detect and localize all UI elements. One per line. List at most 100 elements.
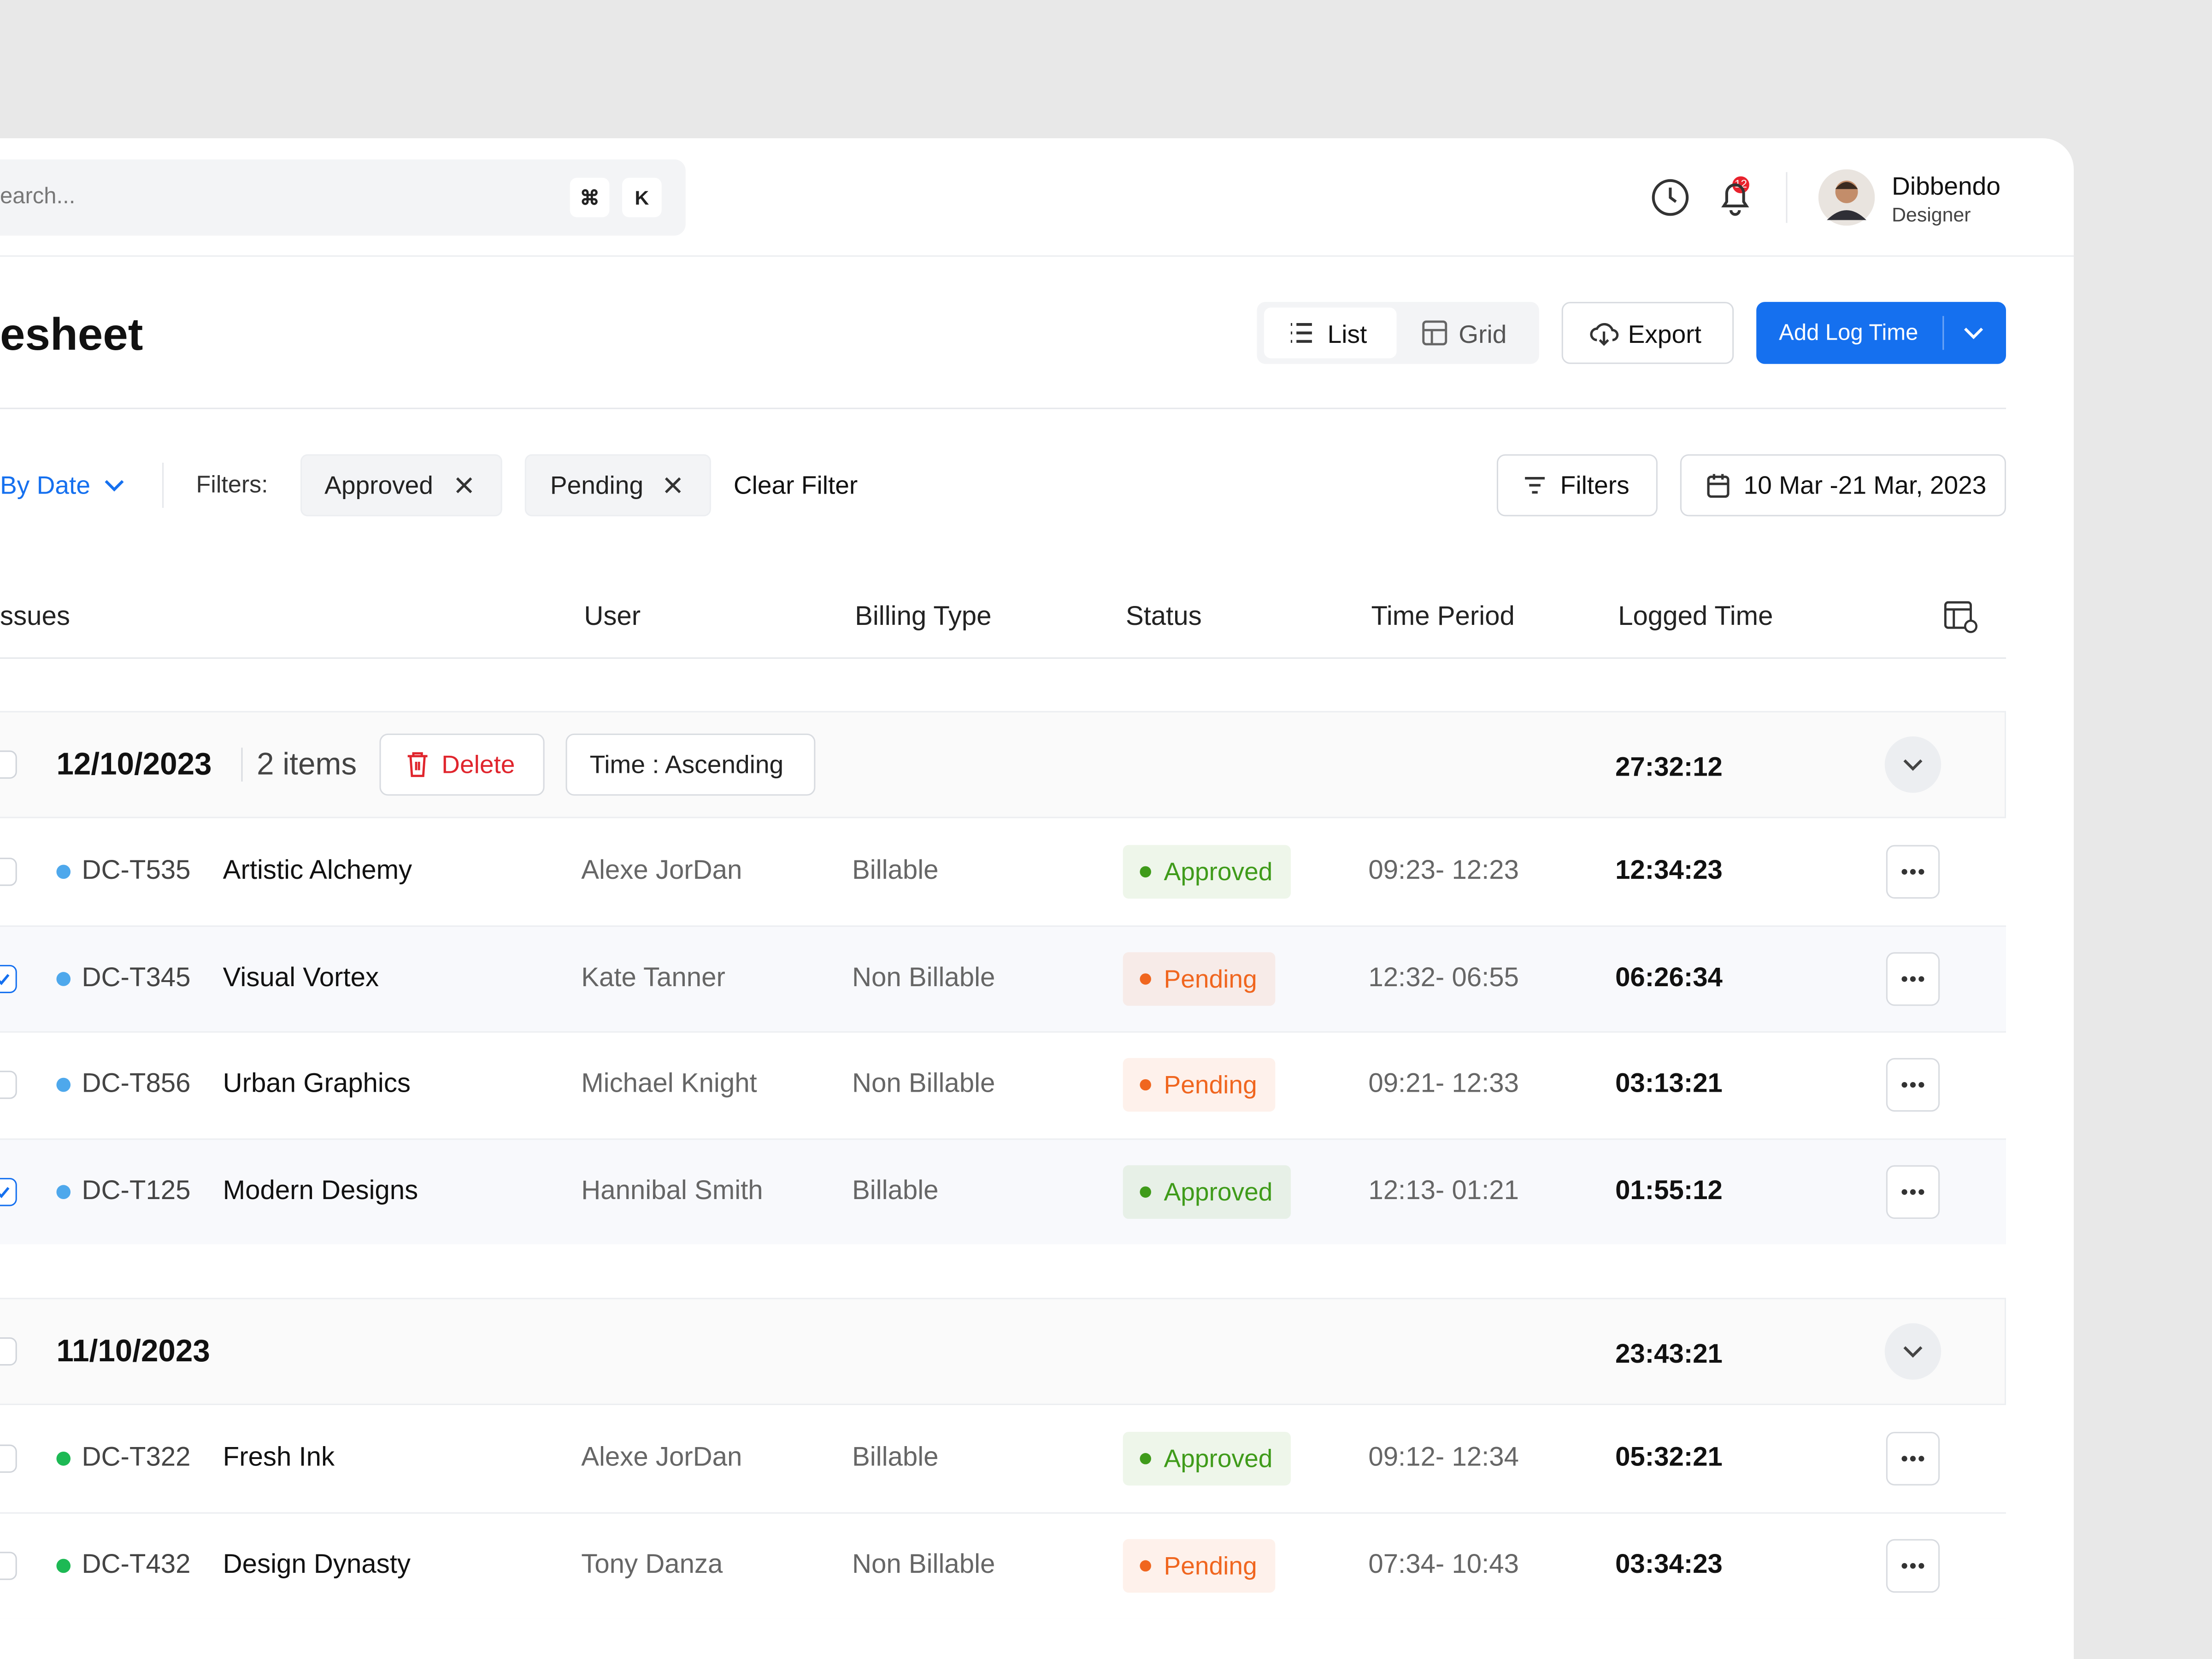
button[interactable] bbox=[1496, 454, 1658, 517]
grid-icon bbox=[1422, 320, 1447, 346]
issue-id: DC-T432 bbox=[82, 1549, 191, 1580]
time-period: 12:32- 06:55 bbox=[1368, 963, 1519, 993]
more-button[interactable] bbox=[1886, 1165, 1940, 1218]
filter-chip[interactable] bbox=[524, 454, 711, 517]
column-header: Logged Time bbox=[1618, 602, 1773, 632]
button[interactable] bbox=[1680, 454, 2006, 517]
issue-id: DC-T125 bbox=[82, 1176, 191, 1206]
shortcut-key: ⌘ bbox=[580, 186, 600, 209]
divider bbox=[241, 747, 243, 782]
user: Hannibal Smith bbox=[581, 1176, 763, 1206]
delete-label: Delete bbox=[441, 750, 515, 779]
group-header bbox=[0, 711, 2006, 818]
checkbox[interactable] bbox=[0, 1177, 17, 1206]
search-placeholder: earch... bbox=[0, 185, 76, 209]
columns-icon[interactable] bbox=[1944, 600, 1981, 636]
dot bbox=[56, 971, 71, 986]
issue-id: DC-T345 bbox=[82, 963, 191, 993]
view-active[interactable] bbox=[1264, 307, 1397, 359]
page-title: esheet bbox=[0, 309, 143, 360]
dots bbox=[1901, 869, 1924, 875]
dot bbox=[56, 1184, 71, 1199]
checkbox[interactable] bbox=[0, 964, 17, 993]
header-border bbox=[0, 255, 2074, 257]
row bbox=[0, 1137, 2006, 1244]
time-period: 09:23- 12:23 bbox=[1368, 856, 1519, 886]
status-dot bbox=[1140, 866, 1151, 878]
column-header: User bbox=[584, 602, 641, 632]
checkbox[interactable] bbox=[0, 858, 17, 886]
row bbox=[0, 1512, 2006, 1618]
check bbox=[0, 1186, 10, 1198]
export-label: Export bbox=[1628, 320, 1701, 349]
add-label: Add Log Time bbox=[1779, 321, 1918, 346]
dots bbox=[1901, 1456, 1924, 1462]
column-header: ssues bbox=[0, 602, 70, 632]
group-header bbox=[0, 1298, 2006, 1405]
checkbox[interactable] bbox=[0, 1551, 17, 1580]
list-icon bbox=[1290, 323, 1312, 343]
collapse-button[interactable] bbox=[1884, 1323, 1941, 1380]
collapse-button[interactable] bbox=[1884, 736, 1941, 793]
divider bbox=[162, 463, 164, 508]
filter-icon bbox=[1525, 477, 1545, 494]
issue-id: DC-T535 bbox=[82, 856, 191, 886]
time-period: 12:13- 01:21 bbox=[1368, 1176, 1519, 1206]
column-header: Status bbox=[1125, 602, 1202, 632]
logged-time: 03:13:21 bbox=[1615, 1069, 1723, 1099]
issue-name: Modern Designs bbox=[223, 1176, 418, 1206]
add-button[interactable] bbox=[1756, 302, 2006, 364]
status: Pending bbox=[1164, 1071, 1257, 1099]
logged-time: 12:34:23 bbox=[1615, 856, 1723, 886]
status-dot bbox=[1140, 972, 1151, 984]
checkbox[interactable] bbox=[0, 1337, 17, 1366]
chip-label: Pending bbox=[550, 471, 644, 500]
status-dot bbox=[1140, 1185, 1151, 1197]
close-icon bbox=[456, 477, 472, 494]
trash-icon bbox=[407, 752, 428, 777]
chevron-icon bbox=[1903, 759, 1923, 771]
user: Kate Tanner bbox=[581, 963, 725, 993]
user-name: Dibbendo bbox=[1892, 172, 2000, 200]
user: Michael Knight bbox=[581, 1069, 757, 1099]
checkbox[interactable] bbox=[0, 1444, 17, 1473]
group-date: 12/10/2023 bbox=[56, 746, 212, 782]
time-period: 09:21- 12:33 bbox=[1368, 1069, 1519, 1099]
column-header: Time Period bbox=[1371, 602, 1515, 632]
user: Alexe JorDan bbox=[581, 856, 742, 886]
user-role: Designer bbox=[1892, 203, 1971, 226]
checkbox[interactable] bbox=[0, 750, 17, 779]
divider bbox=[1786, 172, 1788, 223]
avatar bbox=[1818, 169, 1875, 226]
add-separator bbox=[1942, 316, 1944, 350]
checkbox[interactable] bbox=[0, 1071, 17, 1099]
logged-time: 03:34:23 bbox=[1615, 1549, 1723, 1580]
chip-label: Approved bbox=[324, 471, 433, 500]
time-period: 07:34- 10:43 bbox=[1368, 1549, 1519, 1580]
dot bbox=[56, 1558, 71, 1572]
status-badge: Approved bbox=[1123, 1432, 1291, 1486]
issue-name: Fresh Ink bbox=[223, 1443, 335, 1473]
clear-filter: Clear Filter bbox=[733, 471, 858, 500]
billing-type: Non Billable bbox=[852, 1069, 995, 1099]
status-dot bbox=[1140, 1559, 1151, 1571]
issue-id: DC-T856 bbox=[82, 1069, 191, 1099]
row bbox=[0, 924, 2006, 1031]
sort-label: By Date bbox=[0, 471, 91, 500]
billing-type: Non Billable bbox=[852, 963, 995, 993]
group-total: 27:32:12 bbox=[1615, 753, 1723, 783]
button[interactable] bbox=[379, 733, 545, 796]
status: Approved bbox=[1164, 1444, 1273, 1473]
issue-name: Urban Graphics bbox=[223, 1069, 411, 1099]
logged-time: 06:26:34 bbox=[1615, 963, 1723, 993]
status: Pending bbox=[1164, 964, 1257, 993]
cloud-icon bbox=[1590, 323, 1619, 346]
status-dot bbox=[1140, 1453, 1151, 1465]
issue-name: Artistic Alchemy bbox=[223, 856, 412, 886]
button[interactable] bbox=[565, 733, 816, 796]
issue-id: DC-T322 bbox=[82, 1443, 191, 1473]
filters-button: Filters bbox=[1560, 471, 1630, 500]
bell-icon[interactable] bbox=[1715, 178, 1755, 218]
filter-chip[interactable] bbox=[300, 454, 502, 517]
clock-icon[interactable] bbox=[1651, 178, 1690, 218]
